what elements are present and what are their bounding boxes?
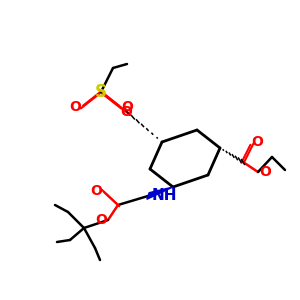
Text: O: O	[121, 100, 133, 114]
Text: S: S	[95, 83, 107, 101]
Polygon shape	[147, 187, 173, 199]
Text: O: O	[259, 165, 271, 179]
Text: O: O	[69, 100, 81, 114]
Text: O: O	[95, 213, 107, 227]
Text: O: O	[90, 184, 102, 198]
Text: O: O	[251, 135, 263, 149]
Text: O: O	[120, 105, 132, 119]
Text: NH: NH	[152, 188, 178, 203]
